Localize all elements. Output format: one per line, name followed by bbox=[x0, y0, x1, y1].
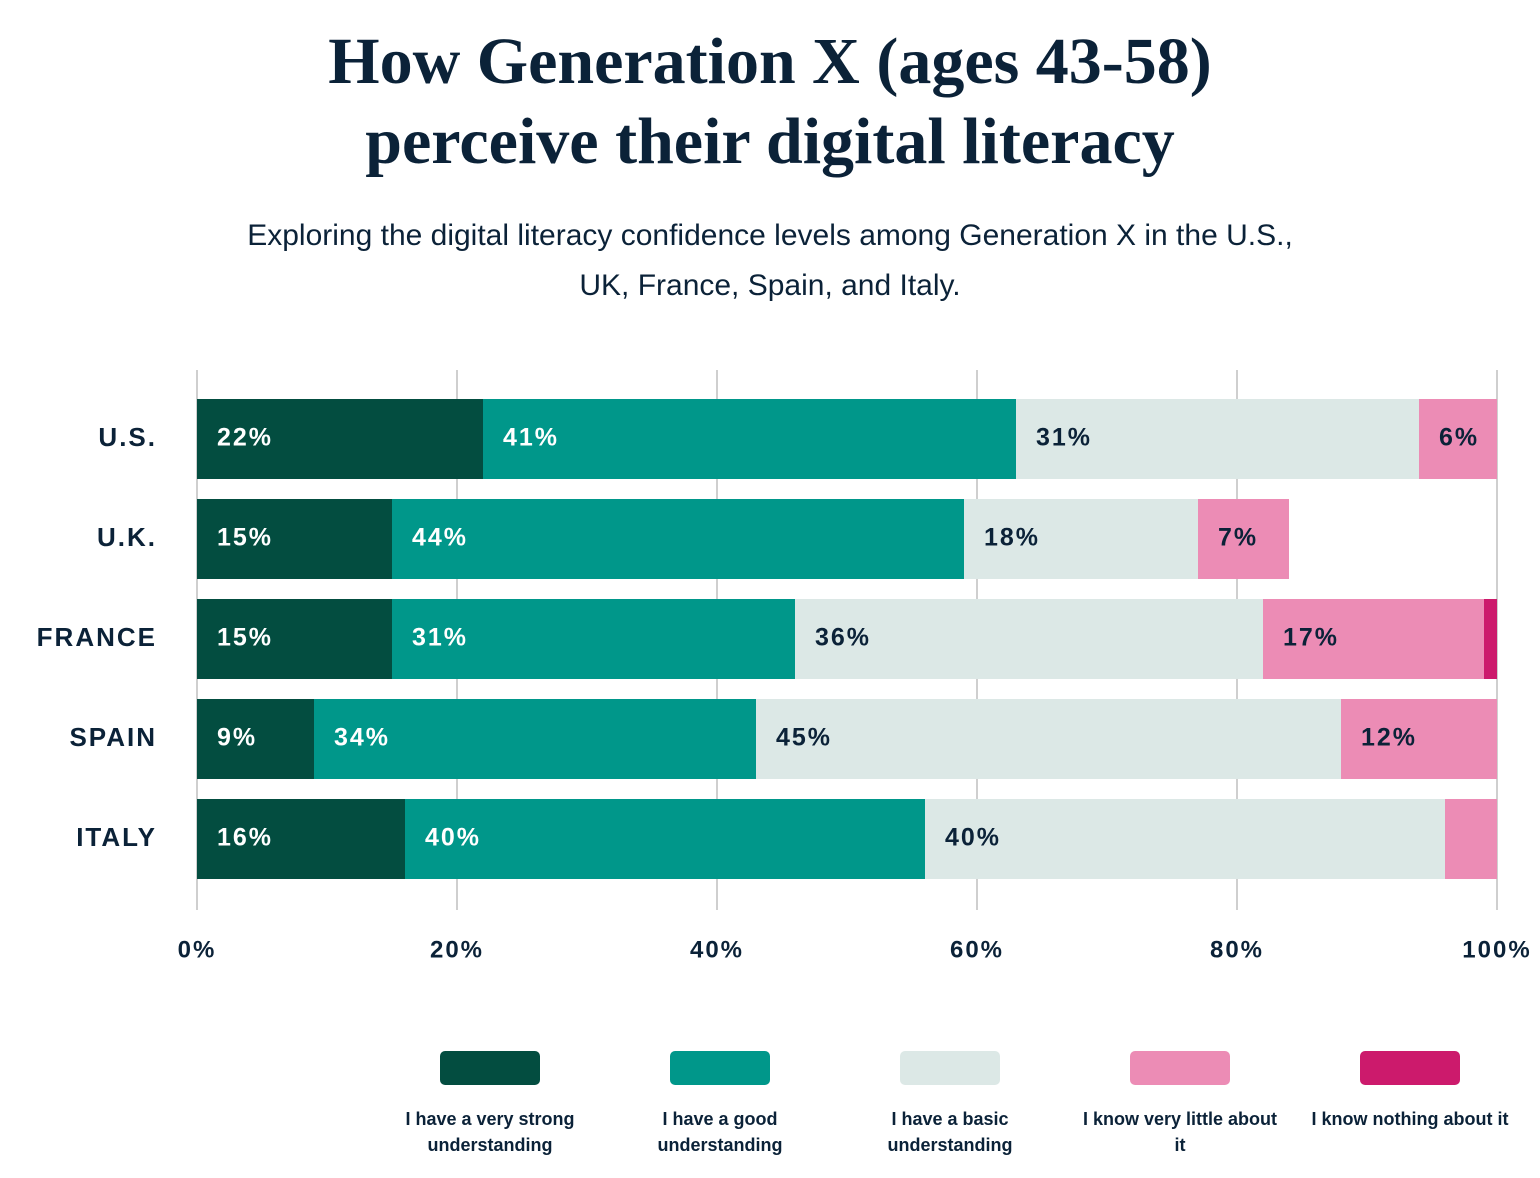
legend-label: I know nothing about it bbox=[1311, 1109, 1509, 1129]
data-label: 7% bbox=[1218, 524, 1258, 552]
data-label: 15% bbox=[217, 524, 273, 552]
bar-segment bbox=[405, 799, 925, 879]
legend-label: I know very little about it bbox=[1082, 1109, 1278, 1155]
legend-swatch bbox=[900, 1051, 1000, 1085]
bar-segment bbox=[483, 399, 1016, 479]
bar-segment bbox=[964, 499, 1198, 579]
data-label: 6% bbox=[1439, 424, 1479, 452]
chart-subtitle: Exploring the digital literacy confidenc… bbox=[247, 219, 1293, 302]
legend-label: I have a basic understanding bbox=[887, 1109, 1013, 1155]
data-label: 45% bbox=[776, 724, 832, 752]
data-label: 40% bbox=[425, 824, 481, 852]
data-label: 31% bbox=[1036, 424, 1092, 452]
bar-segment bbox=[197, 699, 314, 779]
legend-label: I have a very strong understanding bbox=[405, 1109, 575, 1155]
bar-segment bbox=[1198, 499, 1289, 579]
data-label: 36% bbox=[815, 624, 871, 652]
data-label: 40% bbox=[945, 824, 1001, 852]
x-tick-label: 60% bbox=[950, 936, 1004, 963]
x-tick-label: 20% bbox=[430, 936, 484, 963]
y-tick-label: U.S. bbox=[98, 422, 157, 452]
bar-segment bbox=[314, 699, 756, 779]
bar-segment bbox=[1484, 599, 1497, 679]
data-label: 15% bbox=[217, 624, 273, 652]
bar-segment bbox=[1445, 799, 1497, 879]
data-label: 44% bbox=[412, 524, 468, 552]
x-tick-label: 40% bbox=[690, 936, 744, 963]
legend-swatch bbox=[670, 1051, 770, 1085]
data-label: 12% bbox=[1361, 724, 1417, 752]
bar-segment bbox=[392, 599, 795, 679]
y-tick-label: FRANCE bbox=[37, 622, 157, 652]
legend-swatch bbox=[1360, 1051, 1460, 1085]
bar-segment bbox=[197, 799, 405, 879]
bar-segment bbox=[197, 499, 392, 579]
data-label: 18% bbox=[984, 524, 1040, 552]
legend-label: I have a good understanding bbox=[657, 1109, 783, 1155]
bar-segment bbox=[925, 799, 1445, 879]
data-label: 17% bbox=[1283, 624, 1339, 652]
data-label: 16% bbox=[217, 824, 273, 852]
x-tick-label: 80% bbox=[1210, 936, 1264, 963]
bar-segment bbox=[1263, 599, 1484, 679]
bar-segment bbox=[795, 599, 1263, 679]
y-tick-label: U.K. bbox=[97, 522, 157, 552]
data-label: 9% bbox=[217, 724, 257, 752]
data-label: 41% bbox=[503, 424, 559, 452]
legend-swatch bbox=[1130, 1051, 1230, 1085]
data-label: 34% bbox=[334, 724, 390, 752]
y-tick-label: ITALY bbox=[76, 822, 157, 852]
bar-segment bbox=[197, 599, 392, 679]
bar-segment bbox=[392, 499, 964, 579]
data-label: 22% bbox=[217, 424, 273, 452]
bar-segment bbox=[1419, 399, 1497, 479]
bar-segment bbox=[1341, 699, 1497, 779]
bar-segment bbox=[756, 699, 1341, 779]
data-label: 31% bbox=[412, 624, 468, 652]
x-tick-label: 100% bbox=[1462, 936, 1531, 963]
x-tick-label: 0% bbox=[178, 936, 217, 963]
bar-segment bbox=[1016, 399, 1419, 479]
chart-title: How Generation X (ages 43-58) perceive t… bbox=[328, 25, 1212, 178]
bar-segment bbox=[197, 399, 483, 479]
legend-swatch bbox=[440, 1051, 540, 1085]
y-tick-label: SPAIN bbox=[69, 722, 157, 752]
